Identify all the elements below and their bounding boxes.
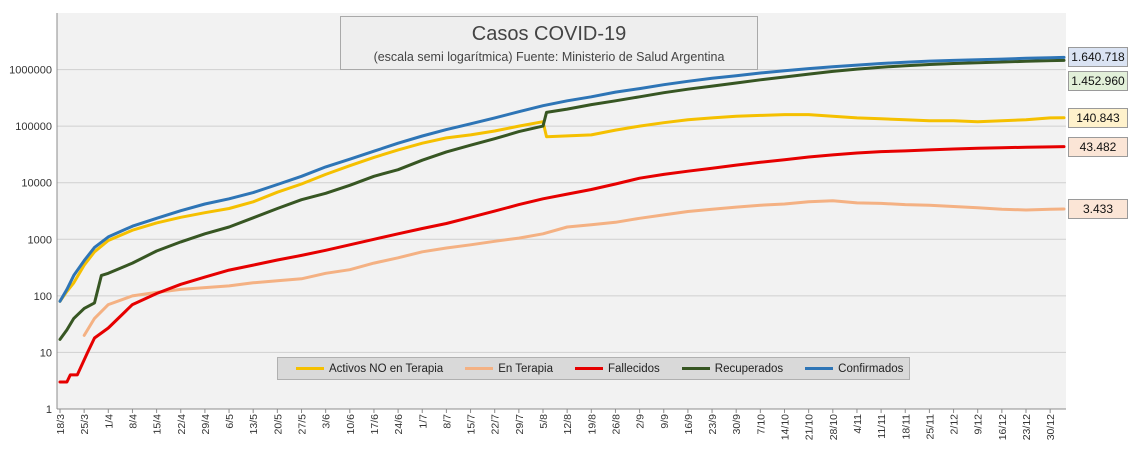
x-tick-label: 8/4 <box>127 414 139 429</box>
x-tick-label: 23/12 <box>1021 414 1033 440</box>
x-tick-label: 17/6 <box>369 414 381 435</box>
y-tick-label: 10 <box>40 347 52 359</box>
x-tick-label: 16/12 <box>997 414 1009 440</box>
x-tick-label: 3/6 <box>321 414 333 429</box>
x-tick-label: 18/3 <box>55 414 67 435</box>
legend-swatch <box>681 367 710 370</box>
y-tick-label: 1 <box>46 404 52 416</box>
legend-label: Confirmados <box>838 362 904 375</box>
legend-swatch <box>465 367 494 370</box>
legend-item: Fallecidos <box>574 362 660 375</box>
x-tick-label: 7/10 <box>755 414 767 435</box>
x-tick-label: 29/7 <box>514 414 526 435</box>
y-tick-label: 100000 <box>15 121 52 133</box>
series-line-fallecidos <box>58 145 1066 384</box>
x-tick-label: 2/9 <box>635 414 647 429</box>
x-tick-label: 11/11 <box>876 414 888 439</box>
x-tick-label: 12/8 <box>562 414 574 435</box>
x-tick-label: 28/10 <box>828 414 840 440</box>
x-tick-label: 26/8 <box>610 414 622 435</box>
series-line-activos-no-en-terapia <box>58 113 1066 303</box>
x-tick-label: 10/6 <box>345 414 357 435</box>
x-tick-label: 25/11 <box>924 414 936 440</box>
x-tick-label: 2/12 <box>949 414 961 435</box>
series-line-recuperados <box>58 58 1066 341</box>
x-tick-label: 4/11 <box>852 414 864 434</box>
legend-item: Activos NO en Terapia <box>296 363 443 375</box>
chart-subtitle: (escala semi logarítmica) Fuente: Minist… <box>373 50 725 64</box>
x-tick-label: 24/6 <box>393 414 405 435</box>
title-box: Casos COVID-19 (escala semi logarítmica)… <box>340 16 758 70</box>
legend-label: En Terapia <box>498 362 553 375</box>
legend-label: Fallecidos <box>607 362 660 375</box>
x-tick-label: 23/9 <box>707 414 719 435</box>
x-tick-label: 1/7 <box>417 414 429 429</box>
x-tick-label: 20/5 <box>272 414 284 435</box>
legend-swatch <box>574 367 603 370</box>
x-tick-label: 15/4 <box>152 414 164 435</box>
x-tick-label: 6/5 <box>224 414 236 429</box>
y-tick-label: 10000 <box>21 178 52 190</box>
x-tick-label: 16/9 <box>683 414 695 435</box>
x-tick-label: 15/7 <box>466 414 478 435</box>
legend-item: Confirmados <box>805 363 903 375</box>
x-tick-label: 9/12 <box>973 414 985 435</box>
x-tick-label: 8/7 <box>441 414 453 429</box>
legend-label: Activos NO en Terapia <box>329 362 444 375</box>
x-tick-label: 22/7 <box>490 414 502 435</box>
x-tick-label: 22/4 <box>176 414 188 435</box>
x-tick-label: 21/10 <box>804 414 816 440</box>
legend-swatch <box>805 367 834 370</box>
value-label: 1.640.718 <box>1068 47 1128 68</box>
x-tick-label: 13/5 <box>248 414 260 435</box>
legend-item: En Terapia <box>465 363 553 375</box>
series-line-confirmados <box>58 55 1066 303</box>
y-tick-label: 1000000 <box>9 65 52 77</box>
series-line-en-terapia <box>82 199 1066 337</box>
x-tick-label: 19/8 <box>586 414 598 435</box>
x-tick-label: 14/10 <box>780 414 792 440</box>
x-tick-label: 29/4 <box>200 414 212 435</box>
x-tick-label: 1/4 <box>103 414 115 429</box>
x-tick-label: 25/3 <box>79 414 91 435</box>
x-tick-label: 30/12 <box>1045 414 1057 440</box>
x-tick-label: 27/5 <box>297 414 309 435</box>
x-tick-label: 18/11 <box>900 414 912 440</box>
legend: Activos NO en Terapia En Terapia Fallecido… <box>277 357 910 380</box>
x-tick-label: 9/9 <box>659 414 671 429</box>
x-tick-label: 5/8 <box>538 414 550 429</box>
chart-title: Casos COVID-19 <box>471 23 627 45</box>
y-tick-label: 100 <box>34 291 52 303</box>
value-label: 43.482 <box>1068 136 1128 157</box>
x-tick-label: 30/9 <box>731 414 743 435</box>
legend-swatch <box>296 367 324 370</box>
y-tick-label: 1000 <box>28 234 52 246</box>
value-label: 3.433 <box>1068 198 1128 219</box>
value-label: 140.843 <box>1068 107 1128 128</box>
value-label: 1.452.960 <box>1068 71 1128 92</box>
legend-item: Recuperados <box>681 362 784 375</box>
plot-background <box>57 13 1066 409</box>
legend-label: Recuperados <box>714 362 784 375</box>
